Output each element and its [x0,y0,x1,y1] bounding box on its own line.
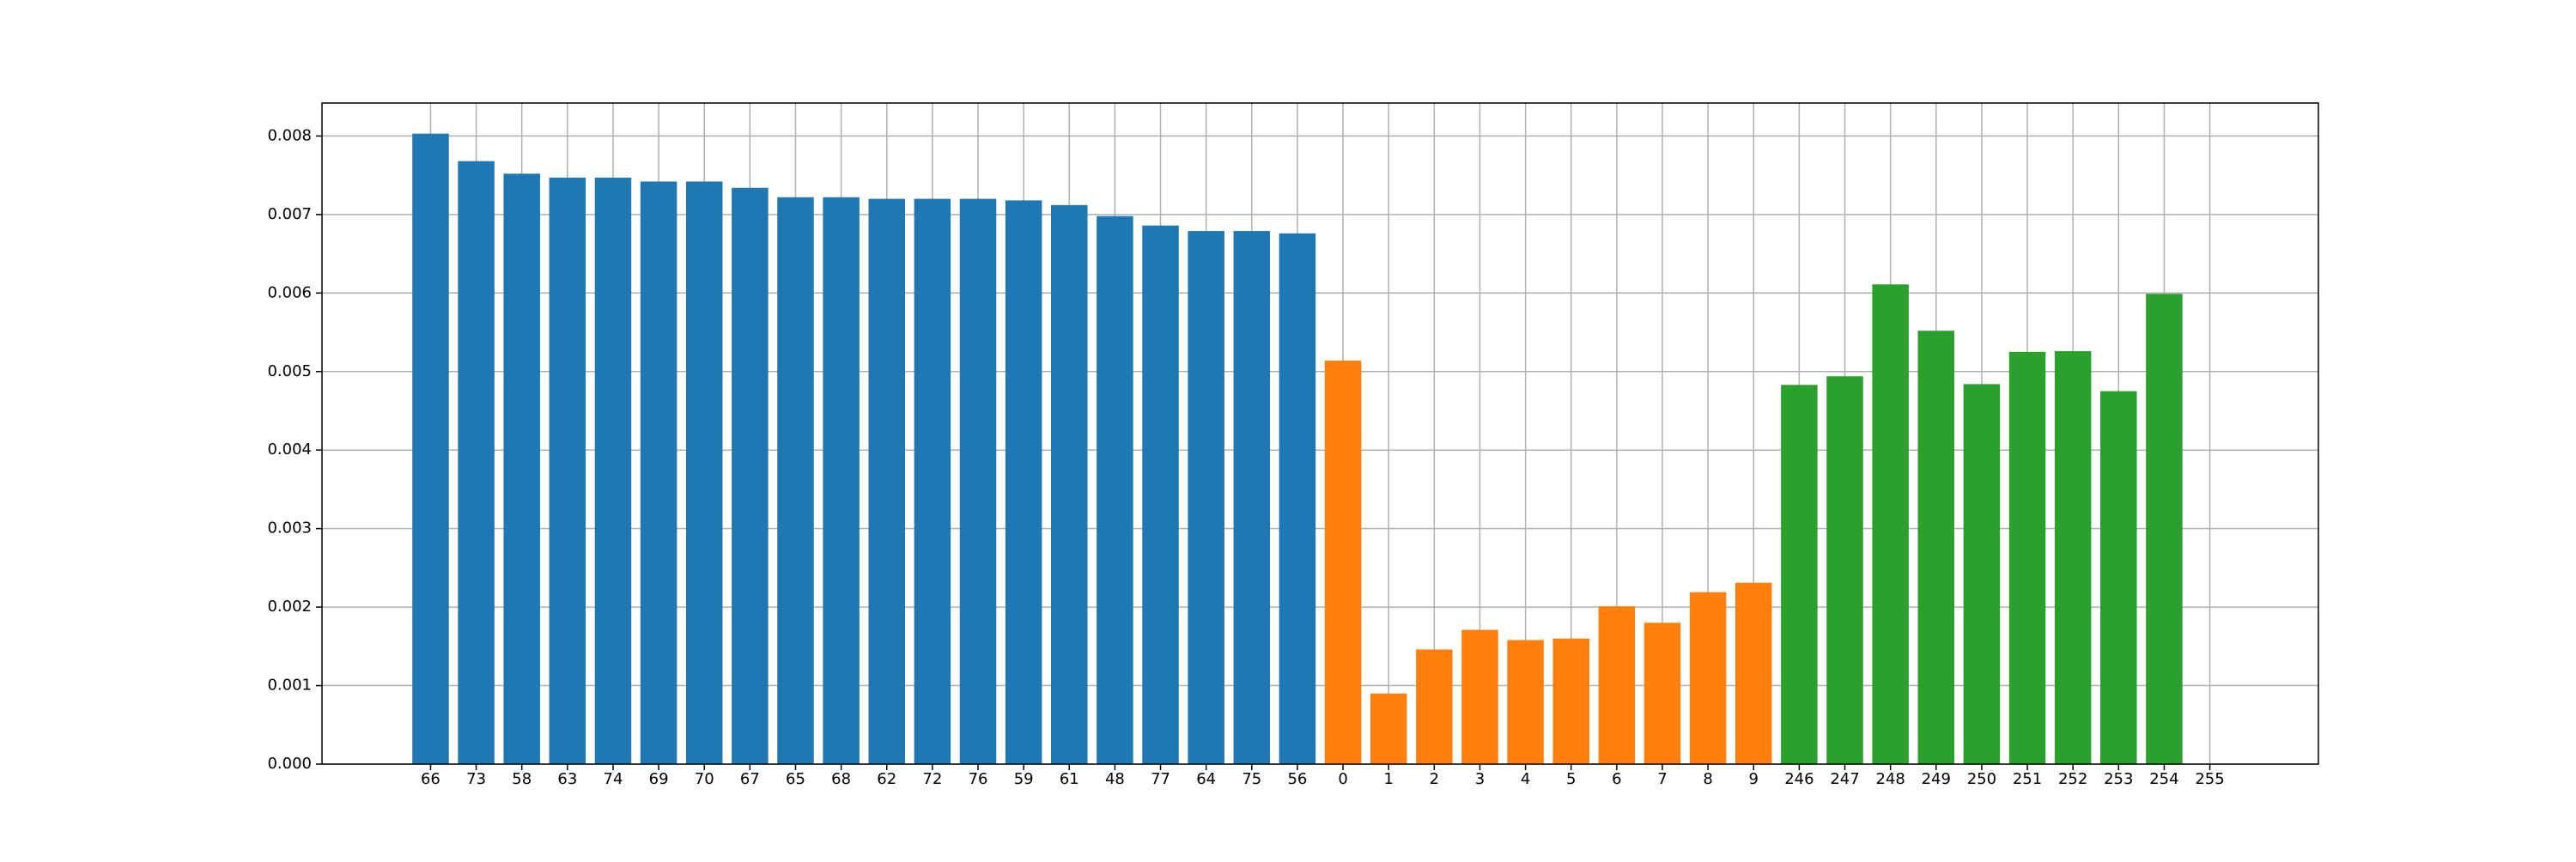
bar [959,198,997,765]
x-tick-label: 77 [1151,770,1170,788]
bar [2008,351,2046,764]
x-tick-label: 255 [2195,770,2224,788]
y-tick-label: 0.001 [267,677,312,695]
x-tick-label: 7 [1657,770,1667,788]
bar [2054,350,2092,764]
bar [1552,638,1589,764]
bar [732,187,769,765]
bar [549,177,586,765]
x-tick-label: 249 [1922,770,1951,788]
bar [1051,204,1088,764]
x-tick-label: 3 [1475,770,1485,788]
x-tick-label: 68 [831,770,851,788]
x-tick-label: 254 [2149,770,2178,788]
x-tick-label: 67 [740,770,760,788]
x-tick-label: 64 [1196,770,1216,788]
x-tick-label: 6 [1612,770,1621,788]
y-tick-label: 0.000 [267,755,312,773]
x-tick-label: 251 [2013,770,2042,788]
x-tick-label: 253 [2104,770,2133,788]
x-tick-label: 58 [512,770,532,788]
x-tick-label: 70 [695,770,714,788]
bar [1781,385,1818,764]
bar [1735,582,1772,764]
bar [1872,284,1909,764]
bar [777,197,814,765]
x-tick-label: 61 [1060,770,1079,788]
x-tick-label: 59 [1014,770,1034,788]
bar [1416,649,1453,764]
y-tick-label: 0.006 [267,283,312,301]
bar [868,198,906,765]
x-tick-label: 4 [1521,770,1530,788]
bar [1643,622,1681,764]
bar [1188,231,1224,764]
bar [1917,331,1955,764]
bar [914,198,951,765]
bar [1005,200,1042,764]
x-tick-label: 9 [1749,770,1759,788]
x-tick-label: 0 [1338,770,1347,788]
y-tick-label: 0.007 [267,205,312,223]
x-tick-label: 246 [1784,770,1814,788]
bar [1370,693,1407,764]
bar [823,197,860,765]
bar [640,181,677,765]
bar [1097,216,1133,764]
x-tick-label: 66 [421,770,440,788]
x-tick-label: 56 [1287,770,1307,788]
x-tick-label: 75 [1242,770,1261,788]
x-tick-label: 247 [1830,770,1859,788]
plot-frame [321,102,2319,765]
bar [1461,629,1498,764]
x-tick-label: 250 [1967,770,1996,788]
y-tick-label: 0.005 [267,362,312,380]
x-tick-label: 8 [1703,770,1712,788]
bar [1598,606,1636,764]
x-tick-label: 1 [1383,770,1393,788]
bar [1233,231,1271,764]
bar [412,133,449,764]
x-tick-label: 2 [1430,770,1439,788]
bar [458,161,495,764]
x-tick-label: 5 [1566,770,1576,788]
bar [503,173,540,765]
x-tick-label: 69 [649,770,669,788]
bar [594,177,632,765]
x-tick-label: 65 [786,770,805,788]
x-tick-label: 63 [557,770,577,788]
x-tick-label: 48 [1105,770,1125,788]
y-tick-label: 0.003 [267,519,312,537]
x-tick-label: 76 [969,770,988,788]
bar [2146,294,2183,764]
x-tick-label: 248 [1875,770,1905,788]
bar [2100,391,2137,764]
bar [1689,592,1727,764]
x-tick-label: 252 [2058,770,2087,788]
y-tick-label: 0.004 [267,440,312,458]
bar [1324,360,1362,764]
x-tick-label: 72 [922,770,942,788]
bar [1826,376,1863,764]
bar [1963,384,2001,764]
bar [1279,233,1316,764]
x-tick-label: 74 [604,770,623,788]
y-tick-label: 0.008 [267,126,312,144]
bar [685,181,723,765]
bar [1507,640,1544,764]
x-tick-label: 62 [877,770,896,788]
y-tick-label: 0.002 [267,598,312,616]
x-tick-label: 73 [466,770,486,788]
bar [1142,225,1179,764]
